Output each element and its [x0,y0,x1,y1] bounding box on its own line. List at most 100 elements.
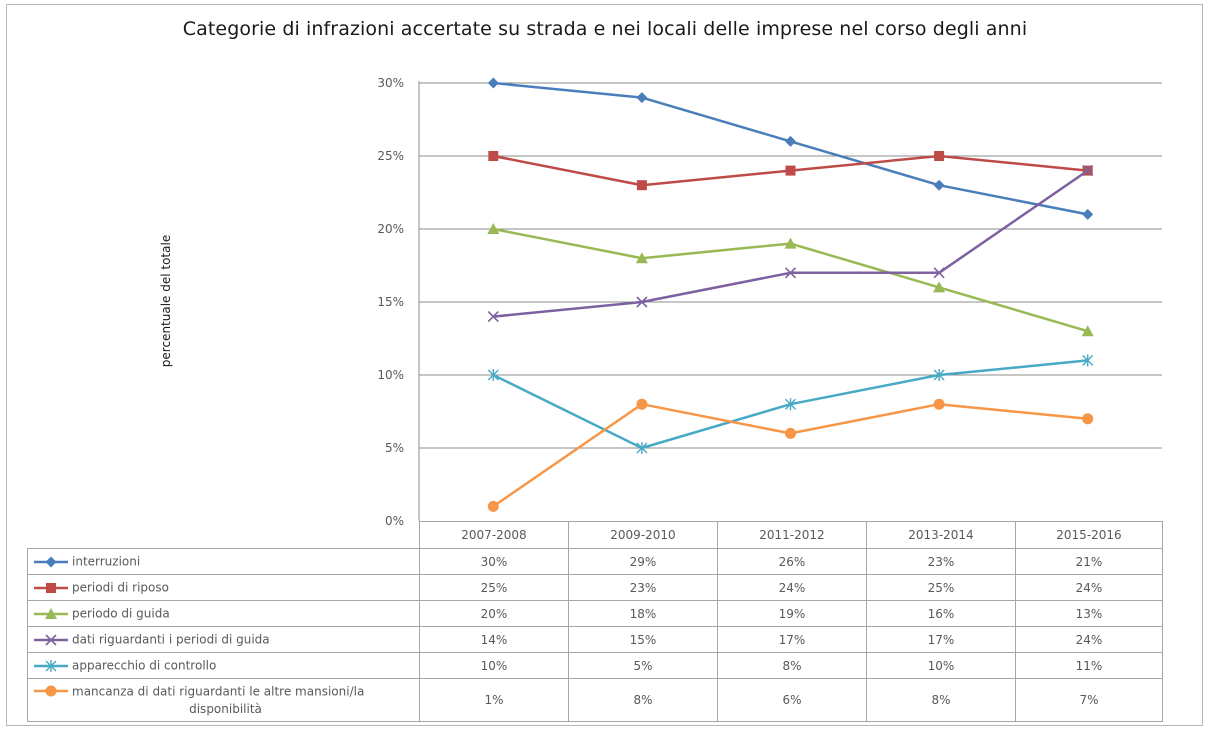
data-point [784,267,797,279]
data-point [636,398,648,410]
data-label: 23% [866,548,1016,575]
series-1 [488,151,1093,191]
legend-key [34,659,68,672]
data-point [785,427,796,439]
data-label: 6% [717,678,867,722]
data-label: 24% [1015,574,1163,601]
legend-label: interruzioni [72,554,141,569]
data-point [1082,354,1094,367]
data-label: 11% [1015,652,1163,679]
legend-label: mancanza di dati riguardanti le altre ma… [72,684,365,699]
legend-label: apparecchio di controllo [72,658,217,673]
legend-key [34,556,68,568]
data-label: 24% [1015,626,1163,653]
data-label: 25% [866,574,1016,601]
data-point [487,223,500,234]
data-label: 18% [568,600,718,627]
data-point [1082,208,1094,220]
data-point [46,582,56,593]
data-point [487,500,499,512]
data-point [933,179,945,191]
x-tick-label: 2013-2014 [866,521,1016,549]
data-point [635,252,648,264]
series-5 [487,398,1094,512]
y-tick-label: 30% [377,76,404,90]
data-label: 8% [717,652,867,679]
chart-title: Categorie di infrazioni accertate su str… [182,18,1028,40]
data-point [785,165,796,176]
data-label: 24% [717,574,867,601]
y-tick-label: 25% [377,149,404,163]
data-point [785,135,796,147]
table-row: apparecchio di controllo 10% 5% 8% 10% 11% [27,652,1163,679]
data-label: 21% [1015,548,1163,575]
data-point [488,151,499,161]
data-label: 17% [866,626,1016,653]
legend-label: dati riguardanti i periodi di guida [72,632,270,647]
series-4 [487,354,1094,454]
data-label: 16% [866,600,1016,627]
data-point [45,659,57,672]
data-point [784,237,797,249]
table-row: mancanza di dati riguardanti le altre ma… [27,678,1163,722]
y-tick-label: 20% [377,222,404,236]
y-tick-label: 15% [377,295,404,309]
y-axis-ticks: 0%5%10%15%20%25%30% [377,76,404,528]
data-label: 8% [568,678,718,722]
data-label: 13% [1015,600,1163,627]
data-point [785,398,796,411]
data-label: 17% [717,626,867,653]
data-point [636,180,647,191]
data-label: 20% [419,600,569,627]
data-label: 10% [419,652,569,679]
legend-entry: periodo di guida [27,600,420,627]
data-point [636,92,648,104]
series-3 [487,165,1094,323]
legend-entry: periodi di riposo [27,574,420,601]
legend-entry: apparecchio di controllo [27,652,420,679]
data-point [636,442,648,454]
y-tick-label: 10% [377,368,404,382]
gridlines [418,81,1162,521]
data-table: 2007-2008 2009-2010 2011-2012 2013-2014 … [27,521,1163,722]
data-point [934,151,945,161]
legend-key [34,607,68,619]
data-label: 25% [419,574,569,601]
data-label: 10% [866,652,1016,679]
data-label: 23% [568,574,718,601]
data-point [45,634,57,646]
data-label: 15% [568,626,718,653]
data-point [1082,165,1094,177]
data-point [45,685,57,697]
data-point [487,77,499,89]
series-line [493,81,1088,216]
legend-key [34,685,68,697]
data-point [933,369,945,381]
data-label: 14% [419,626,569,653]
legend-entry: mancanza di dati riguardanti le altre ma… [27,678,420,722]
data-point [1082,413,1094,425]
table-row: dati riguardanti i periodi di guida 14% 15… [27,626,1163,653]
x-tick-label: 2009-2010 [568,521,718,549]
table-row: interruzioni 30% 29% 26% 23% 21% [27,548,1163,575]
table-row: periodi di riposo 25% 23% 24% 25% 24% [27,574,1163,601]
legend-label: periodo di guida [72,606,170,621]
legend-entry: dati riguardanti i periodi di guida [27,626,420,653]
data-point [45,607,57,619]
legend-entry: interruzioni [27,548,420,575]
table-header-row: 2007-2008 2009-2010 2011-2012 2013-2014 … [27,521,1163,549]
data-label: 30% [419,548,569,575]
data-label: 7% [1015,678,1163,722]
data-label: 5% [568,652,718,679]
data-label: 1% [419,678,569,722]
data-point [487,369,499,381]
data-point [1081,325,1094,337]
data-point [933,281,946,293]
data-label: 29% [568,548,718,575]
data-point [933,267,945,279]
x-tick-label: 2007-2008 [419,521,569,549]
series-lines [487,77,1094,512]
legend-key [34,634,68,646]
table-corner [27,521,420,549]
